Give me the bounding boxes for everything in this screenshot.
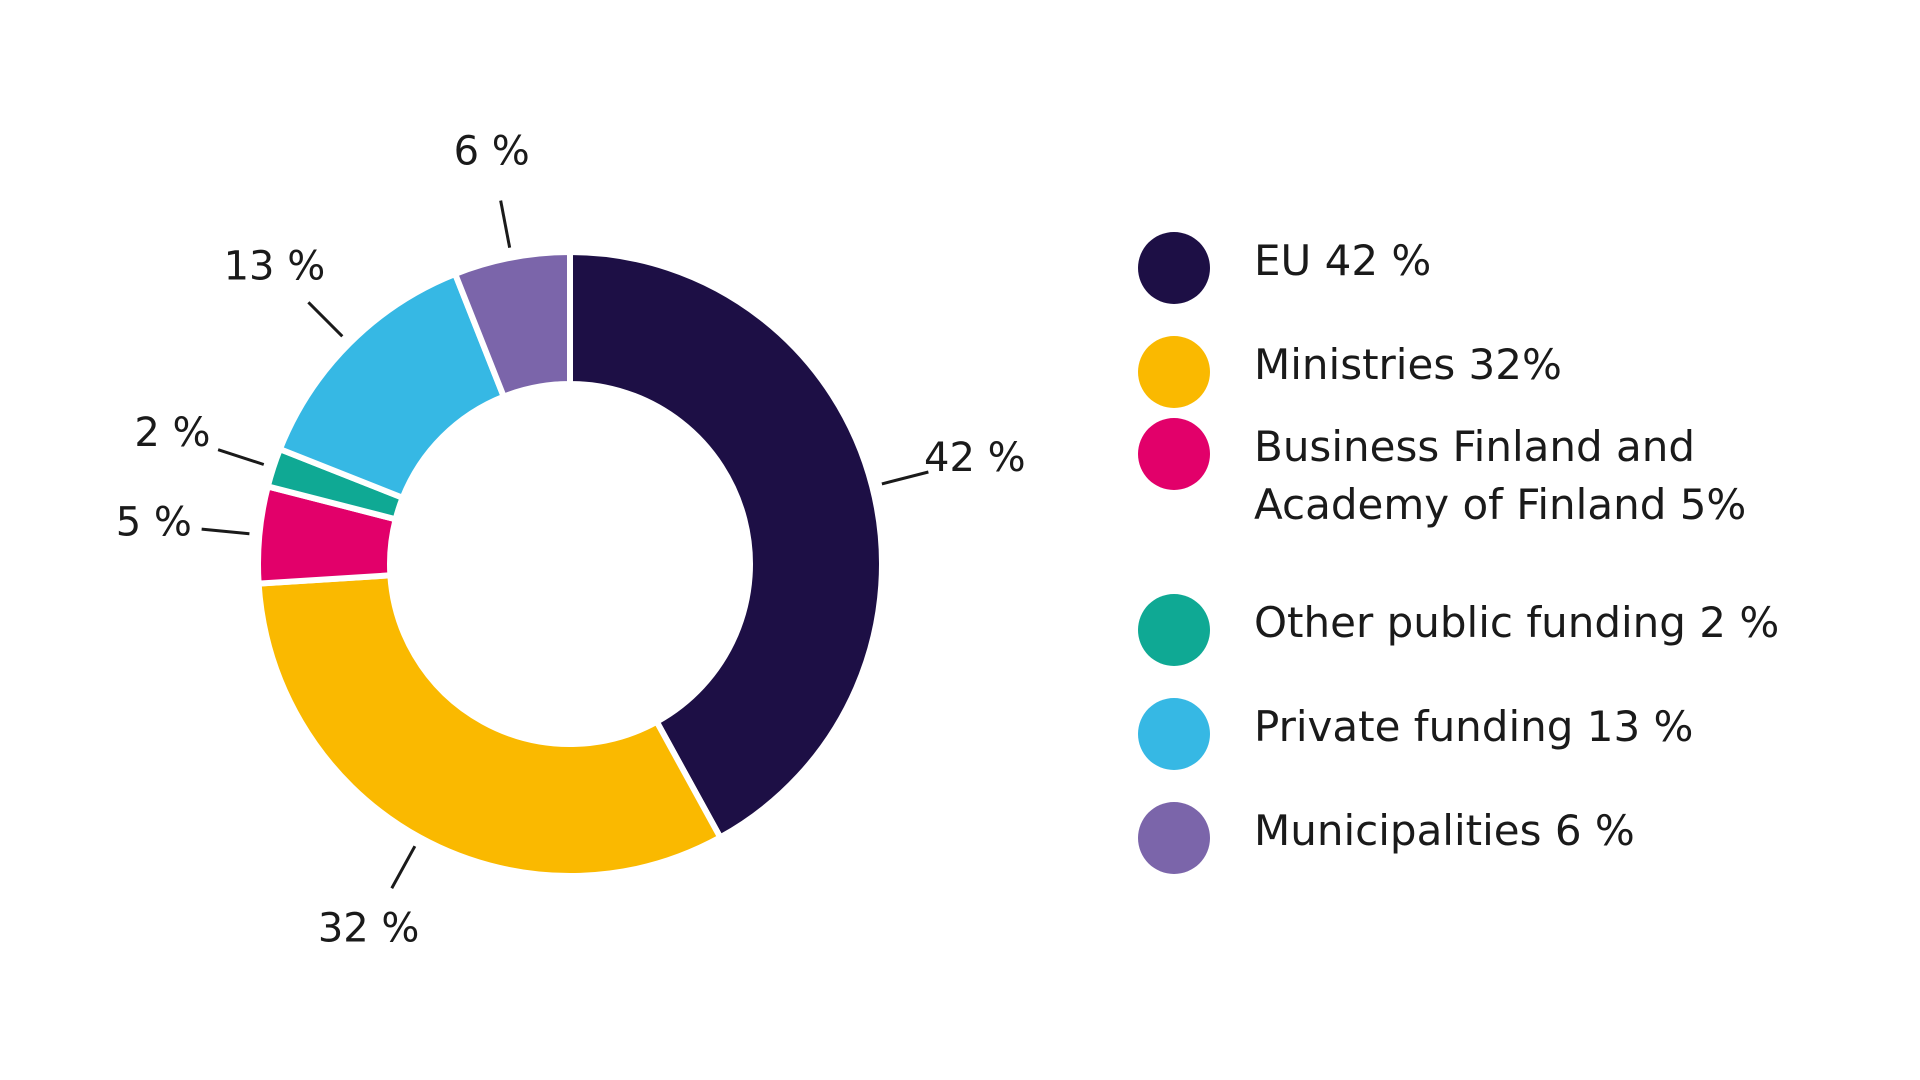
data-label-municipalities: 6 % [454,128,530,174]
legend-item-municipalities: Municipalities 6 % [1138,802,1874,874]
slice-eu [567,248,885,842]
data-label-private-funding: 13 % [224,243,326,289]
legend-item-business-finland-and-academy-of-finland: Business Finland and Academy of Finland … [1138,418,1874,534]
data-label-eu: 42 % [924,435,1026,481]
legend-swatch [1138,418,1210,490]
leader-line-municipalities [499,200,512,248]
leader-line-private-funding [307,301,344,338]
legend-label: Ministries 32% [1254,340,1562,389]
leader-line-eu [881,470,929,486]
legend-swatch [1138,594,1210,666]
legend-swatch [1138,232,1210,304]
legend-item-eu: EU 42 % [1138,232,1874,304]
leader-lines [201,200,929,889]
legend-swatch [1138,802,1210,874]
legend-item-other-public-funding: Other public funding 2 % [1138,594,1874,666]
data-labels: 42 % 32 % 5 % 2 % 13 % 6 % [116,128,1026,951]
donut-slices [255,248,885,879]
legend-item-ministries: Ministries 32% [1138,336,1874,408]
legend-label: Other public funding 2 % [1254,598,1780,647]
data-label-ministries: 32 % [318,905,420,951]
legend-label: Business Finland and Academy of Finland … [1254,422,1747,529]
legend-swatch [1138,698,1210,770]
legend-item-private-funding: Private funding 13 % [1138,698,1874,770]
legend-label: Private funding 13 % [1254,702,1694,751]
data-label-other-public-funding: 2 % [134,410,210,456]
leader-line-business-finland-and-academy-of-finland [201,527,250,536]
leader-line-ministries [390,845,417,889]
slice-municipalities [451,248,573,401]
legend-label: Municipalities 6 % [1254,806,1635,855]
data-label-business-finland-and-academy-of-finland: 5 % [116,500,192,546]
slice-ministries [255,572,725,879]
leader-line-other-public-funding [217,448,265,466]
legend-swatch [1138,336,1210,408]
legend-label: EU 42 % [1254,236,1432,285]
